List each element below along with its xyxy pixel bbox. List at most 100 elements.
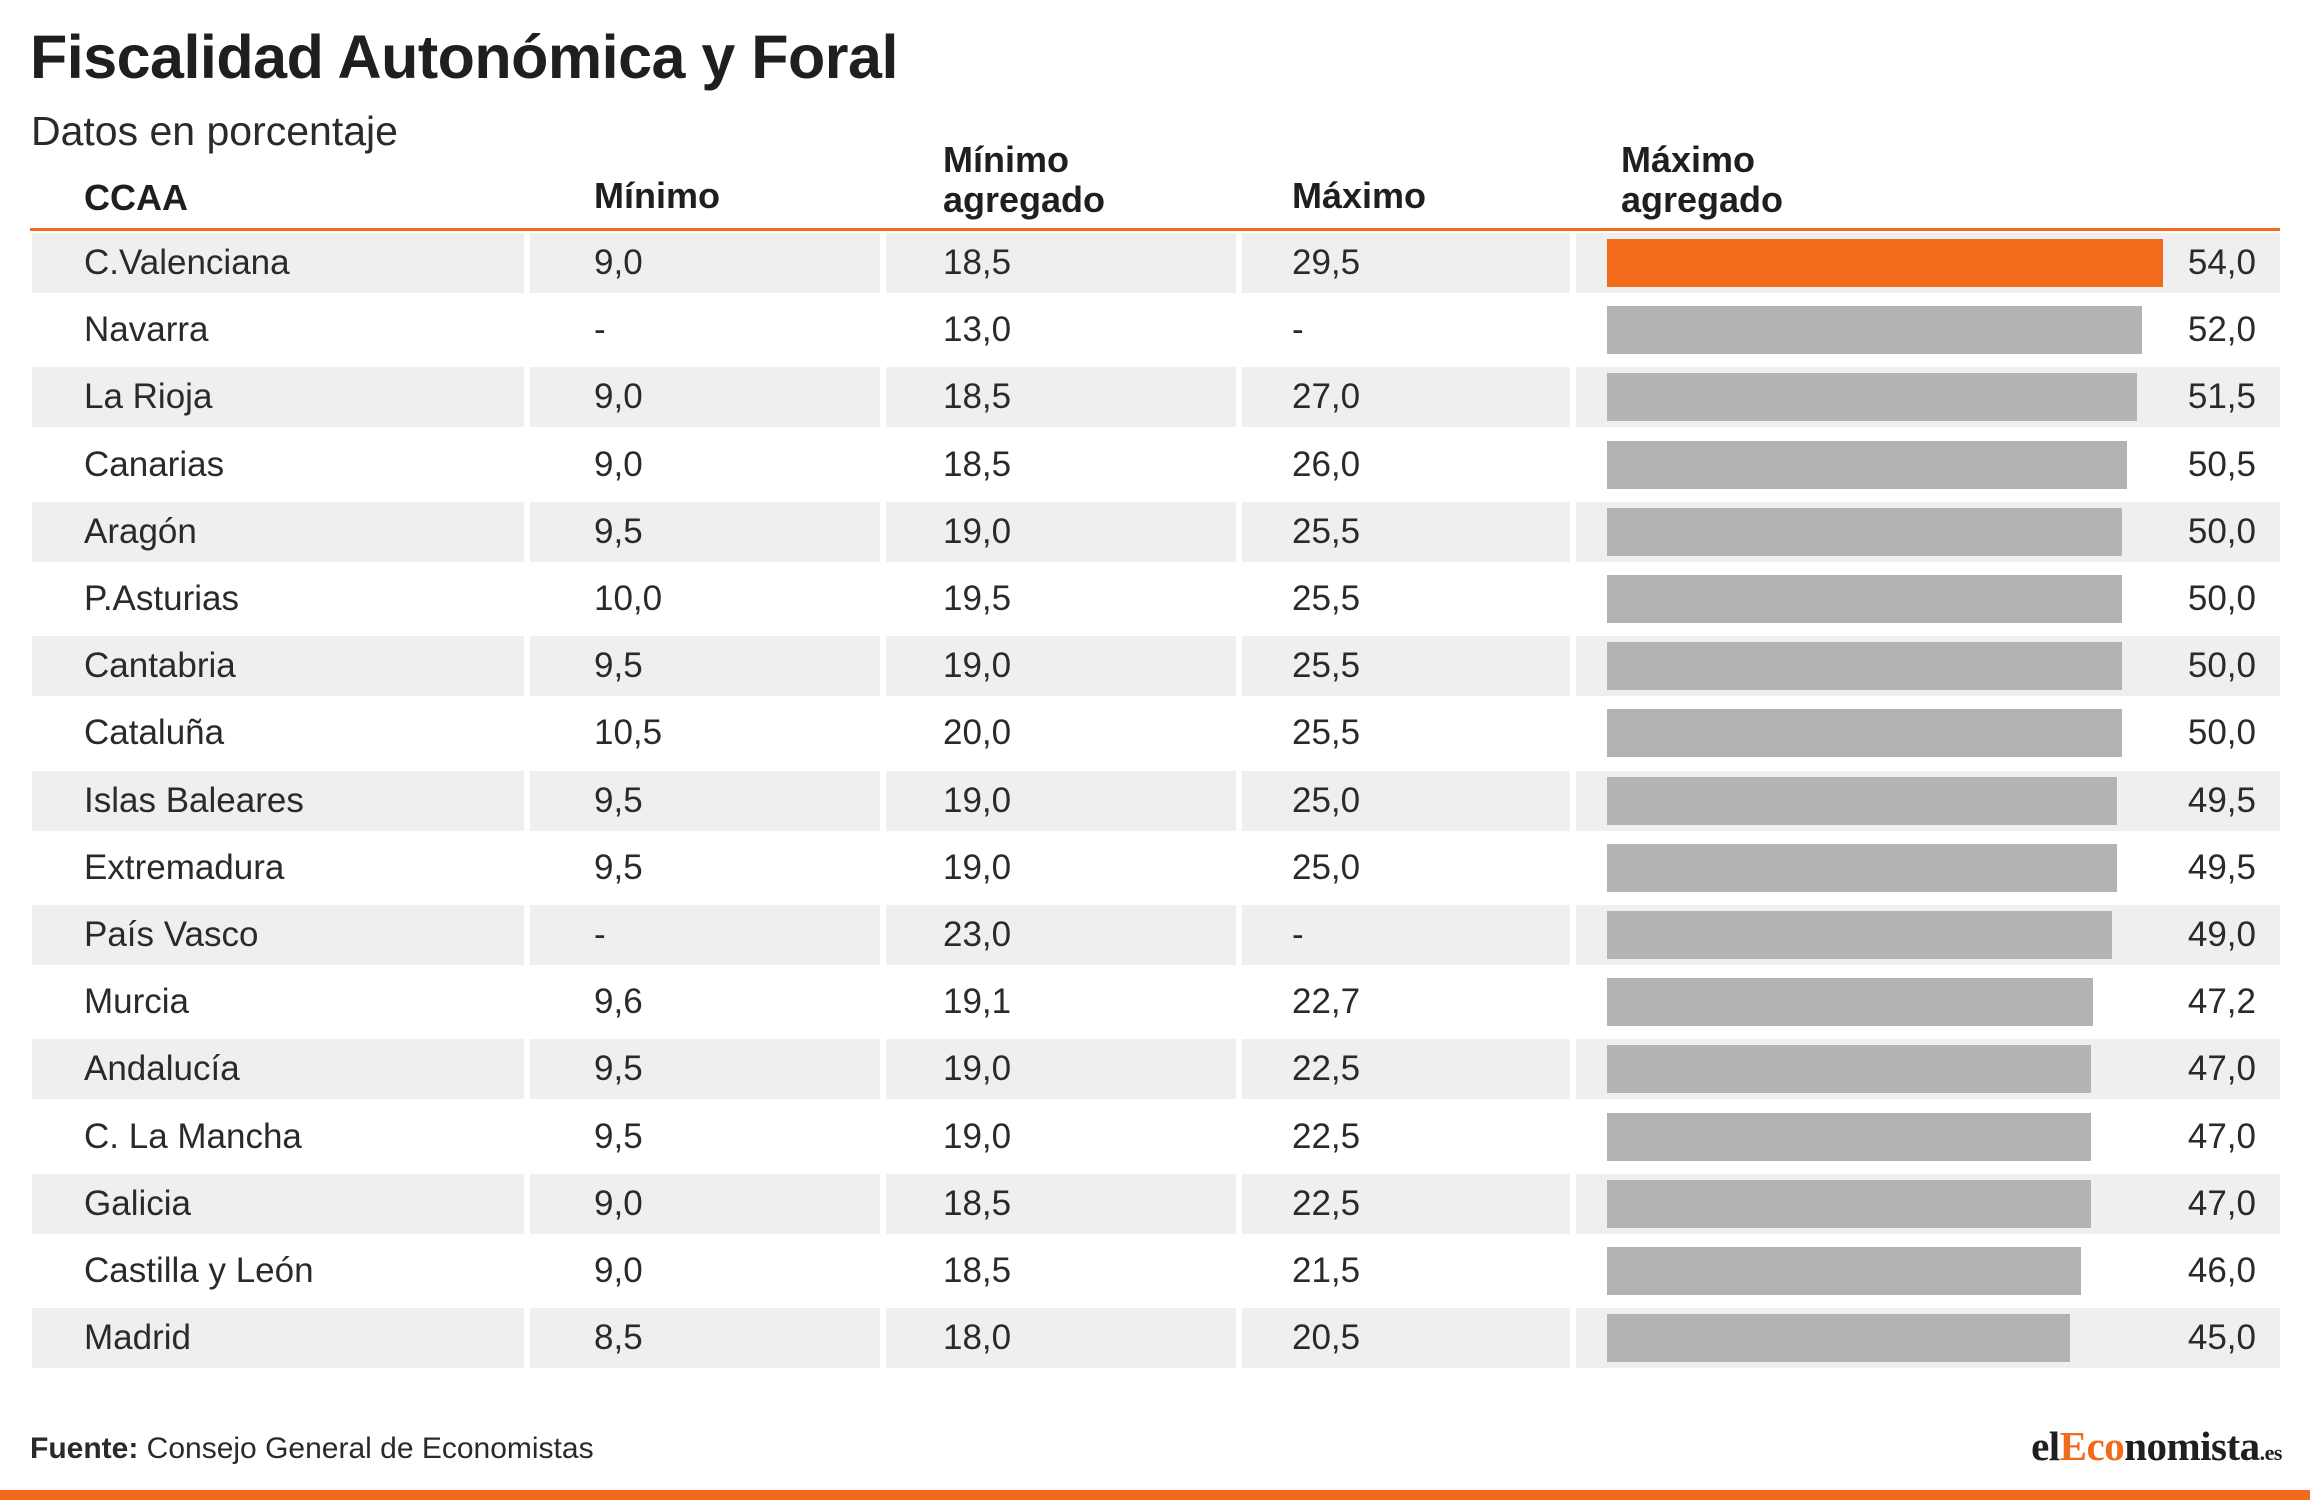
cell-minimo-agregado-bg (886, 1174, 1236, 1234)
bar-maximo-agregado (1607, 911, 2112, 959)
cell-minimo-agregado-bg (886, 233, 1236, 293)
bar-maximo-agregado (1607, 1247, 2081, 1295)
cell-minimo-bg (530, 1174, 880, 1234)
bar-value-label: 50,0 (2187, 579, 2256, 618)
bar-value-label: 49,5 (2187, 781, 2256, 820)
bar-maximo-agregado (1607, 1045, 2091, 1093)
bar-value-label: 50,5 (2187, 445, 2256, 484)
cell-ccaa: C.Valenciana (84, 243, 290, 282)
cell-maximo: 21,5 (1292, 1251, 1361, 1290)
cell-ccaa: La Rioja (84, 377, 213, 416)
cell-maximo: 25,5 (1292, 646, 1361, 685)
logo-accent: Eco (2059, 1423, 2125, 1469)
cell-minimo-agregado: 19,0 (943, 781, 1012, 820)
header-minimo-agregado-line2: agregado (943, 179, 1106, 220)
logo-tld: .es (2259, 1440, 2283, 1465)
cell-minimo-bg (530, 905, 880, 965)
cell-maximo-bg (1242, 233, 1570, 293)
bar-maximo-agregado (1607, 1314, 2070, 1362)
cell-minimo: 9,5 (594, 848, 643, 887)
cell-ccaa-bg (32, 1039, 524, 1099)
cell-ccaa: Extremadura (84, 848, 285, 887)
bar-value-label: 50,0 (2187, 713, 2256, 752)
cell-minimo-agregado: 20,0 (943, 713, 1012, 752)
chart-title: Fiscalidad Autonómica y Foral (30, 23, 898, 91)
bar-value-label: 49,5 (2187, 848, 2256, 887)
cell-maximo: 22,7 (1292, 982, 1361, 1021)
cell-minimo: 9,0 (594, 377, 643, 416)
cell-maximo-bg (1242, 905, 1570, 965)
cell-minimo-bg (530, 1039, 880, 1099)
cell-maximo-bg (1242, 502, 1570, 562)
cell-maximo: 27,0 (1292, 377, 1361, 416)
cell-minimo-agregado: 19,0 (943, 646, 1012, 685)
cell-minimo: 10,5 (594, 713, 663, 752)
bar-maximo-agregado (1607, 1180, 2091, 1228)
bar-value-label: 45,0 (2187, 1318, 2256, 1357)
header-maximo: Máximo (1292, 175, 1427, 216)
cell-minimo: 9,5 (594, 781, 643, 820)
logo-suffix: nomista (2124, 1423, 2260, 1469)
cell-maximo: 25,5 (1292, 512, 1361, 551)
cell-minimo-agregado: 18,5 (943, 243, 1012, 282)
bar-value-label: 54,0 (2187, 243, 2256, 282)
cell-maximo: 25,0 (1292, 781, 1361, 820)
cell-minimo: 10,0 (594, 579, 663, 618)
cell-maximo-bg (1242, 771, 1570, 831)
chart-subtitle: Datos en porcentaje (31, 108, 398, 154)
cell-minimo: 9,0 (594, 445, 643, 484)
bar-maximo-agregado (1607, 844, 2117, 892)
cell-ccaa-bg (32, 233, 524, 293)
bar-maximo-agregado (1607, 373, 2137, 421)
header-minimo-agregado: Mínimo agregado (943, 140, 1105, 220)
cell-minimo-bg (530, 771, 880, 831)
bar-maximo-agregado (1607, 642, 2122, 690)
cell-minimo-agregado: 23,0 (943, 915, 1012, 954)
source-label: Fuente: (30, 1432, 139, 1465)
cell-maximo-bg (1242, 1308, 1570, 1368)
cell-minimo-agregado-bg (886, 1308, 1236, 1368)
cell-minimo: 9,5 (594, 646, 643, 685)
bar-maximo-agregado (1607, 575, 2122, 623)
cell-maximo: 25,5 (1292, 579, 1361, 618)
bar-maximo-agregado (1607, 978, 2093, 1026)
cell-minimo-agregado-bg (886, 502, 1236, 562)
cell-maximo-bg (1242, 1174, 1570, 1234)
cell-maximo: 22,5 (1292, 1117, 1361, 1156)
cell-minimo: 9,0 (594, 1184, 643, 1223)
cell-ccaa: Murcia (84, 982, 190, 1021)
bar-value-label: 46,0 (2187, 1251, 2256, 1290)
cell-minimo-bg (530, 367, 880, 427)
cell-minimo-agregado: 19,0 (943, 512, 1012, 551)
cell-minimo-agregado: 18,5 (943, 445, 1012, 484)
bar-value-label: 47,0 (2187, 1049, 2256, 1088)
cell-maximo-bg (1242, 367, 1570, 427)
cell-ccaa-bg (32, 636, 524, 696)
cell-minimo: 8,5 (594, 1318, 643, 1357)
cell-ccaa: P.Asturias (84, 579, 239, 618)
cell-minimo-agregado: 18,5 (943, 1251, 1012, 1290)
header-maximo-agregado-line1: Máximo (1621, 139, 1756, 180)
cell-ccaa: Cantabria (84, 646, 236, 685)
cell-ccaa: Canarias (84, 445, 225, 484)
cell-maximo-bg (1242, 636, 1570, 696)
cell-minimo: 9,0 (594, 243, 643, 282)
cell-ccaa-bg (32, 367, 524, 427)
cell-minimo-bg (530, 502, 880, 562)
cell-minimo-agregado: 18,0 (943, 1318, 1012, 1357)
logo-prefix: el (2031, 1423, 2060, 1469)
cell-minimo-agregado-bg (886, 367, 1236, 427)
cell-ccaa: C. La Mancha (84, 1117, 302, 1156)
cell-ccaa: Aragón (84, 512, 197, 551)
header-maximo-agregado-line2: agregado (1621, 179, 1784, 220)
cell-minimo: 9,5 (594, 512, 643, 551)
bar-maximo-agregado (1607, 239, 2163, 287)
cell-ccaa: Islas Baleares (84, 781, 304, 820)
cell-minimo: - (594, 915, 606, 954)
cell-maximo: - (1292, 310, 1304, 349)
cell-ccaa: Galicia (84, 1184, 191, 1223)
header-minimo: Mínimo (594, 175, 720, 216)
bar-value-label: 51,5 (2187, 377, 2256, 416)
